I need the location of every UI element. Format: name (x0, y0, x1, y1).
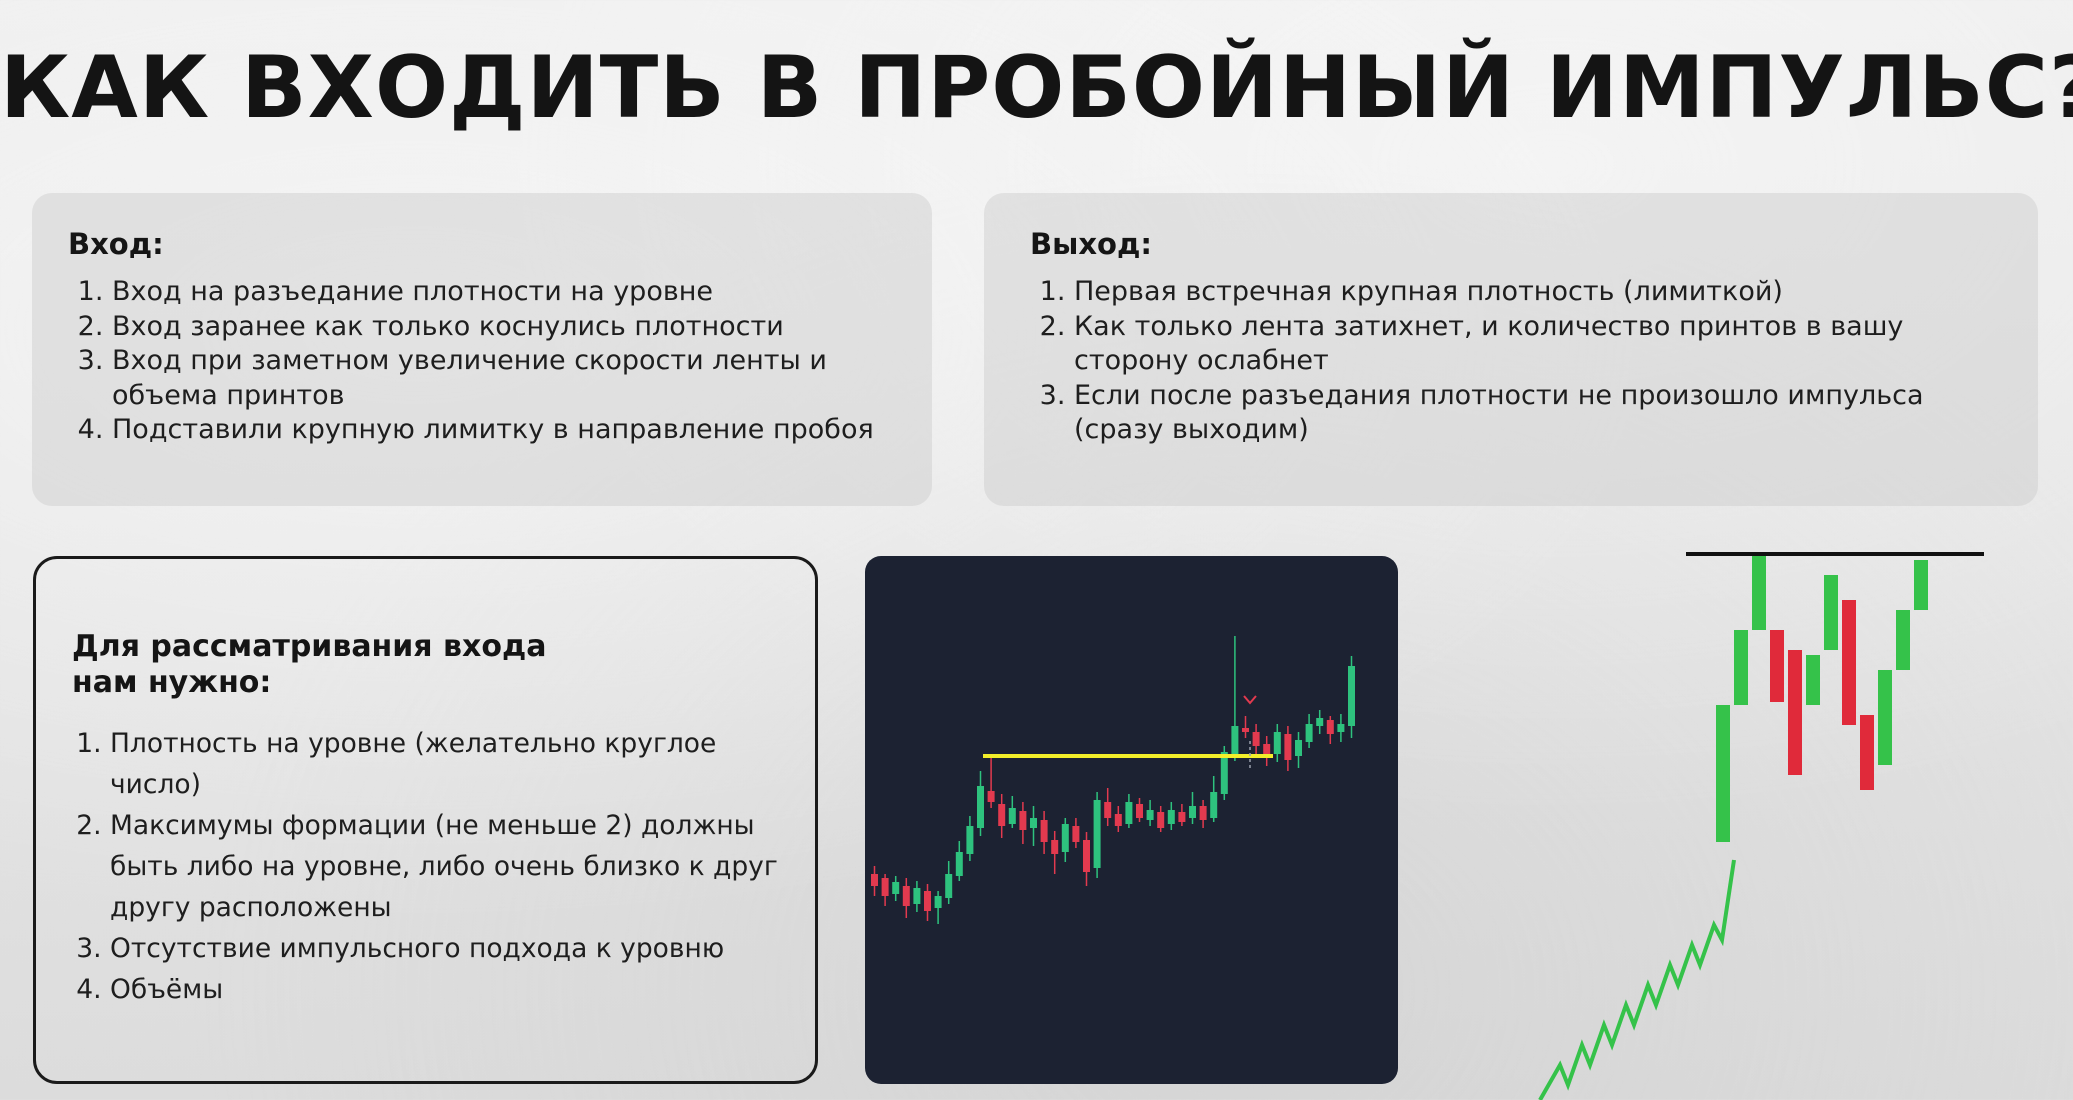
sell-marker-icon (1243, 695, 1257, 705)
candle (1199, 800, 1207, 828)
list-item: Первая встречная крупная плотность (лими… (1074, 275, 1992, 310)
pattern-bar (1824, 575, 1838, 650)
breakout-pattern-svg (1538, 552, 1984, 1100)
candle (1210, 776, 1218, 822)
list-item: Подставили крупную лимитку в направление… (112, 413, 896, 448)
exit-heading: Выход: (1030, 227, 1152, 261)
candle (966, 816, 974, 861)
candle (892, 876, 900, 901)
list-item: Максимумы формации (не меньше 2) должны … (110, 805, 781, 928)
entry-heading: Вход: (68, 227, 164, 261)
requirements-heading-line2: нам нужно: (72, 665, 272, 700)
candle (1030, 806, 1037, 846)
page-title: КАК ВХОДИТЬ В ПРОБОЙНЫЙ ИМПУЛЬС? (0, 38, 2073, 138)
list-item: Если после разъедания плотности не произ… (1074, 379, 1992, 448)
requirements-box: Для рассматривания входа нам нужно: Плот… (33, 556, 818, 1084)
candle (1083, 832, 1090, 886)
candle (1061, 818, 1069, 862)
entry-panel: Вход: Вход на разъедание плотности на ур… (32, 193, 932, 506)
candlestick-chart-svg (871, 636, 1355, 924)
pattern-bar (1914, 560, 1928, 610)
list-item: Вход на разъедание плотности на уровне (112, 275, 896, 310)
candle (1093, 792, 1101, 878)
candle (1008, 796, 1016, 828)
candle (913, 881, 921, 912)
candle (1263, 736, 1271, 766)
entry-list: Вход на разъедание плотности на уровне В… (68, 275, 896, 448)
requirements-heading-line1: Для рассматривания входа (72, 629, 547, 664)
candle (1114, 806, 1122, 832)
candle (998, 794, 1006, 838)
candle (977, 771, 984, 836)
candle (1051, 831, 1059, 874)
candle (1316, 710, 1324, 734)
candle (1326, 716, 1334, 744)
pattern-bar (1842, 600, 1856, 725)
list-item: Отсутствие импульсного подхода к уровню (110, 928, 781, 969)
uptrend-line (1538, 859, 1736, 1100)
requirements-heading: Для рассматривания входа нам нужно: (72, 629, 781, 701)
candle (1157, 806, 1165, 832)
list-item: Вход заранее как только коснулись плотно… (112, 310, 896, 345)
exit-panel: Выход: Первая встречная крупная плотност… (984, 193, 2038, 506)
candle (1104, 788, 1112, 826)
pattern-bar (1770, 630, 1784, 702)
candle (1305, 714, 1313, 748)
candle (987, 756, 995, 808)
candle (1072, 818, 1080, 848)
candle (1337, 714, 1345, 742)
candle (1136, 798, 1143, 822)
candle (1284, 726, 1292, 771)
candle (1231, 636, 1239, 761)
candle (945, 861, 953, 904)
candle (1125, 794, 1133, 828)
pattern-bar (1788, 650, 1802, 775)
requirements-list: Плотность на уровне (желательно круглое … (72, 723, 781, 1010)
pattern-bar (1860, 715, 1874, 790)
pattern-bar (1896, 610, 1910, 670)
candle (924, 884, 931, 921)
pattern-bar (1734, 630, 1748, 705)
pattern-bar (1878, 670, 1892, 765)
pattern-bar (1716, 705, 1730, 842)
candle (1040, 811, 1048, 854)
candle (1348, 656, 1355, 738)
exit-list: Первая встречная крупная плотность (лими… (1030, 275, 1992, 448)
candle (1242, 716, 1249, 738)
candle (1019, 802, 1027, 844)
candlestick-chart-illustration (865, 556, 1398, 1084)
list-item: Вход при заметном увеличение скорости ле… (112, 344, 896, 413)
candle (1295, 732, 1302, 768)
candle (1167, 802, 1175, 830)
candle (1146, 800, 1154, 826)
candle (1273, 724, 1281, 762)
candle (955, 841, 963, 881)
candle (902, 878, 910, 918)
candle (934, 891, 942, 924)
pattern-bar (1806, 655, 1820, 705)
breakout-pattern-illustration (1520, 540, 1990, 1100)
candle (871, 866, 878, 896)
candle (1189, 792, 1196, 824)
candle (1178, 804, 1186, 826)
candle (1252, 724, 1260, 754)
list-item: Объёмы (110, 969, 781, 1010)
candle (881, 874, 889, 906)
list-item: Плотность на уровне (желательно круглое … (110, 723, 781, 805)
list-item: Как только лента затихнет, и количество … (1074, 310, 1992, 379)
pattern-bar (1752, 556, 1766, 630)
